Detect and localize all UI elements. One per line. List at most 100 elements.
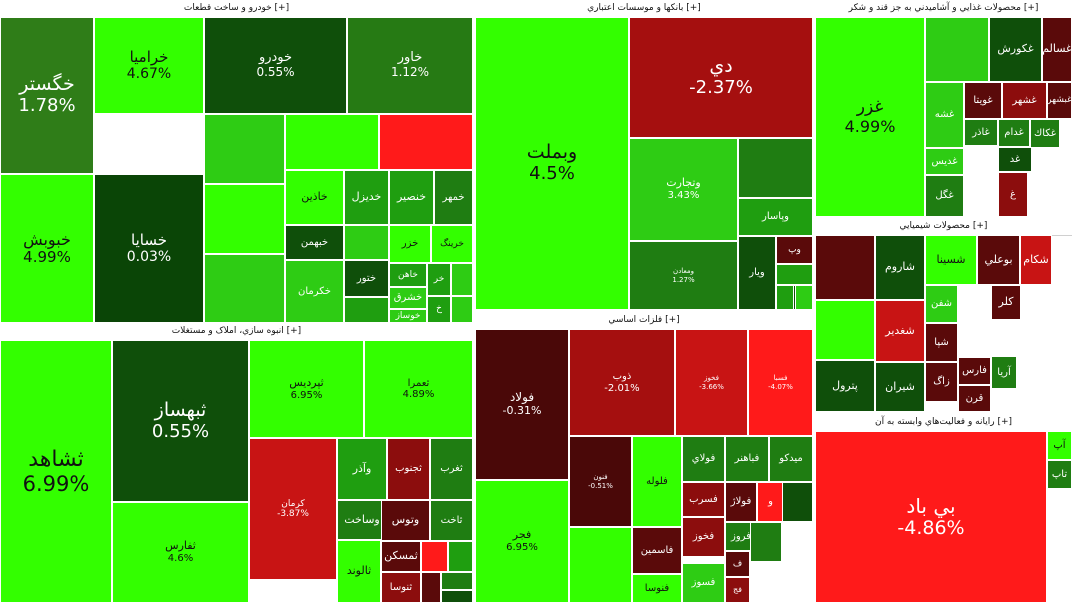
stock-tile[interactable]	[925, 17, 989, 82]
stock-tile[interactable]	[204, 114, 285, 184]
stock-tile[interactable]: پترول	[815, 360, 875, 412]
stock-tile[interactable]: خديزل	[344, 170, 389, 225]
stock-tile[interactable]	[441, 590, 473, 603]
stock-tile[interactable]: ثفارس 4.6%	[112, 502, 249, 603]
stock-tile[interactable]	[815, 235, 875, 300]
stock-tile[interactable]: زاگ	[925, 362, 958, 402]
stock-tile[interactable]	[379, 114, 473, 170]
stock-tile[interactable]: خر	[427, 263, 451, 296]
stock-tile[interactable]: ومعادن 1.27%	[629, 241, 738, 310]
stock-tile[interactable]: ثالوند	[337, 540, 381, 603]
stock-tile[interactable]: غاذر	[964, 119, 998, 146]
stock-tile[interactable]	[776, 264, 813, 285]
stock-tile[interactable]: غشهر	[1002, 82, 1047, 119]
stock-tile[interactable]: شاروم	[875, 235, 925, 300]
stock-tile[interactable]: غويتا	[964, 82, 1002, 119]
sector-header-banks[interactable]: بانكها و موسسات اعتباري [+]	[475, 0, 813, 18]
stock-tile[interactable]: خودرو 0.55%	[204, 17, 347, 114]
stock-tile[interactable]: فاسمين	[632, 527, 682, 574]
stock-tile[interactable]: غبشهر	[1047, 82, 1072, 119]
stock-tile[interactable]	[569, 527, 632, 603]
stock-tile[interactable]: ثمسكن	[381, 541, 421, 572]
stock-tile[interactable]	[451, 296, 473, 323]
stock-tile[interactable]: غديس	[925, 148, 964, 175]
stock-tile[interactable]: ويار	[738, 236, 776, 310]
stock-tile[interactable]: شفن	[925, 285, 958, 323]
stock-tile[interactable]	[776, 285, 794, 310]
stock-tile[interactable]: فولاژ	[725, 482, 757, 522]
stock-tile[interactable]: خاهن	[389, 263, 427, 287]
stock-tile[interactable]: شكام	[1020, 235, 1052, 285]
sector-header-computer[interactable]: رايانه و فعاليت‌هاي وابسته به آن [+]	[815, 414, 1072, 432]
stock-tile[interactable]: ثعمرا 4.89%	[364, 340, 473, 438]
sector-header-chemical[interactable]: محصولات شيميايي [+]	[815, 218, 1072, 236]
stock-tile[interactable]: خگستر 1.78%	[0, 17, 94, 174]
stock-tile[interactable]: فولاد -0.31%	[475, 329, 569, 480]
stock-tile[interactable]: ثاخت	[430, 500, 473, 541]
stock-tile[interactable]: قرن	[958, 385, 991, 412]
stock-tile[interactable]: شسينا	[925, 235, 977, 285]
stock-tile[interactable]: فنون -0.51%	[569, 436, 632, 527]
stock-tile[interactable]: وبملت 4.5%	[475, 17, 629, 310]
stock-tile[interactable]: كلر	[991, 285, 1021, 320]
stock-tile[interactable]: ثشاهد 6.99%	[0, 340, 112, 603]
stock-tile[interactable]: آريا	[991, 356, 1017, 389]
stock-tile[interactable]: ثغرب	[430, 438, 473, 500]
stock-tile[interactable]: ثبهساز 0.55%	[112, 340, 249, 502]
stock-tile[interactable]	[285, 114, 379, 170]
stock-tile[interactable]: غد	[998, 147, 1032, 172]
stock-tile[interactable]: فجر 6.95%	[475, 480, 569, 603]
stock-tile[interactable]: خسايا 0.03%	[94, 174, 204, 323]
stock-tile[interactable]	[750, 522, 782, 562]
stock-tile[interactable]: غگل	[925, 175, 964, 217]
stock-tile[interactable]	[421, 541, 448, 572]
stock-tile[interactable]: خشرق	[389, 287, 427, 309]
stock-tile[interactable]: ميدكو	[769, 436, 813, 482]
stock-tile[interactable]	[344, 225, 389, 260]
stock-tile[interactable]	[204, 184, 285, 254]
stock-tile[interactable]: وپاسار	[738, 198, 813, 236]
stock-tile[interactable]: غ	[998, 172, 1028, 217]
stock-tile[interactable]: وساخت	[337, 500, 387, 540]
stock-tile[interactable]: شپا	[925, 323, 958, 362]
stock-tile[interactable]: شغدير	[875, 300, 925, 362]
stock-tile[interactable]: وتوس	[381, 500, 430, 541]
stock-tile[interactable]: فسرب	[682, 482, 725, 517]
stock-tile[interactable]: ف	[725, 551, 750, 577]
sector-header-metals[interactable]: فلزات اساسي [+]	[475, 312, 813, 330]
stock-tile[interactable]: غشه	[925, 82, 964, 148]
stock-tile[interactable]: بي باد -4.86%	[815, 431, 1047, 603]
stock-tile[interactable]: فسبا -4.07%	[748, 329, 813, 436]
stock-tile[interactable]: فارس	[958, 357, 991, 385]
stock-tile[interactable]: ثپرديس 6.95%	[249, 340, 364, 438]
stock-tile[interactable]: فخوز	[682, 517, 725, 557]
stock-tile[interactable]: غكورش	[989, 17, 1042, 82]
stock-tile[interactable]: خكرمان	[285, 260, 344, 323]
stock-tile[interactable]: ذوب -2.01%	[569, 329, 675, 436]
stock-tile[interactable]: كرمان -3.87%	[249, 438, 337, 580]
stock-tile[interactable]: وپ	[776, 236, 813, 264]
stock-tile[interactable]: خراميا 4.67%	[94, 17, 204, 114]
stock-tile[interactable]	[344, 297, 389, 323]
stock-tile[interactable]: خرينگ	[431, 225, 473, 263]
stock-tile[interactable]: خنصير	[389, 170, 434, 225]
stock-tile[interactable]: فخوز -3.66%	[675, 329, 748, 436]
stock-tile[interactable]	[782, 482, 813, 522]
stock-tile[interactable]: فباهنر	[725, 436, 769, 482]
stock-tile[interactable]: وتجارت 3.43%	[629, 138, 738, 241]
stock-tile[interactable]: فج	[725, 577, 750, 603]
stock-tile[interactable]: ثنوسا	[381, 572, 421, 603]
stock-tile[interactable]: دي -2.37%	[629, 17, 813, 138]
stock-tile[interactable]	[204, 254, 285, 323]
stock-tile[interactable]: خبهمن	[285, 225, 344, 260]
sector-header-auto[interactable]: خودرو و ساخت قطعات [+]	[0, 0, 473, 18]
stock-tile[interactable]: غسالم	[1042, 17, 1072, 82]
stock-tile[interactable]: فنوسا	[632, 574, 682, 603]
stock-tile[interactable]: فسوز	[682, 563, 725, 603]
stock-tile[interactable]: ختور	[344, 260, 389, 297]
stock-tile[interactable]: آپ	[1047, 431, 1072, 460]
stock-tile[interactable]	[451, 263, 473, 296]
stock-tile[interactable]: خبوبش 4.99%	[0, 174, 94, 323]
stock-tile[interactable]	[815, 300, 875, 360]
stock-tile[interactable]	[441, 572, 473, 590]
